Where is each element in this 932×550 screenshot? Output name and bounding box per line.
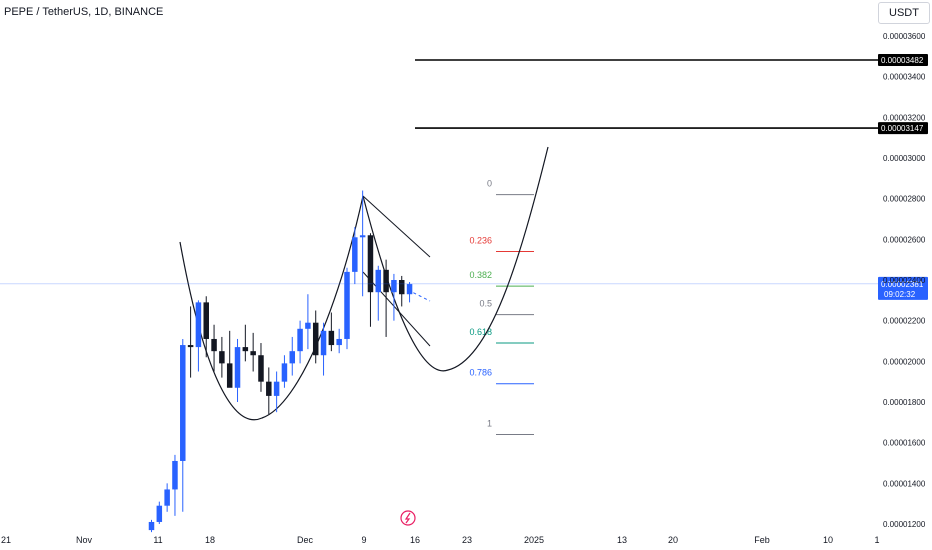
x-tick-label: 16	[410, 535, 420, 545]
x-tick-label: 2025	[524, 535, 544, 545]
y-axis: 0.00003600 0.00003400 0.00003200 0.00003000…	[883, 32, 926, 529]
candle-body	[383, 269, 389, 293]
fib-level-label: 0.382	[469, 270, 492, 280]
candle-body	[359, 235, 366, 238]
currency-button[interactable]: USDT	[878, 2, 930, 24]
y-tick-label: 0.00001800	[883, 398, 926, 407]
fib-level-label: 0.5	[479, 299, 492, 309]
forecast-dash	[407, 289, 431, 302]
candle-body	[148, 521, 155, 531]
candle-body	[289, 351, 296, 364]
x-tick-label: 18	[205, 535, 215, 545]
candle-body	[242, 347, 249, 352]
fib-level-label: 0.236	[469, 236, 492, 246]
countdown-label: 09:02:32	[884, 290, 916, 299]
candle-body	[187, 345, 194, 348]
candle-body	[266, 381, 272, 396]
candle-body	[273, 381, 280, 396]
candle-body	[211, 338, 217, 352]
candle-body	[312, 322, 319, 356]
pattern-drawings	[179, 146, 549, 421]
y-tick-label: 0.00002200	[883, 317, 926, 326]
price-tag-bg	[878, 53, 928, 66]
candle-body	[367, 235, 374, 293]
x-tick-label: Dec	[297, 535, 314, 545]
candle-body	[398, 280, 405, 295]
candle-body	[203, 302, 209, 339]
flag-line-bottom	[362, 271, 431, 347]
cup-curve-right	[362, 146, 549, 372]
y-tick-label: 0.00001200	[883, 520, 926, 529]
fib-level-label: 0.618	[469, 327, 492, 337]
x-tick-label: Nov	[76, 535, 93, 545]
candle-body	[344, 271, 350, 339]
candle-body	[375, 269, 382, 293]
horizontal-levels: 0.00003482 0.00003147	[415, 53, 928, 135]
fib-retracement: 0 0.236 0.382 0.5 0.618 0.786 1	[469, 179, 534, 436]
y-tick-label: 0.00003600	[883, 32, 926, 41]
candle-body	[391, 280, 397, 293]
x-tick-label: 11	[153, 535, 162, 545]
candle-body	[258, 355, 264, 382]
x-tick-label: 21	[1, 535, 11, 545]
y-tick-label: 0.00002000	[883, 357, 926, 366]
y-tick-label: 0.00001400	[883, 479, 926, 488]
y-tick-label: 0.00002400	[883, 276, 926, 285]
x-tick-label: 9	[361, 535, 366, 545]
fib-level-label: 1	[487, 419, 492, 429]
x-axis: 21 Nov 11 18 Dec 9 16 23 2025 13 20 Feb 10 1	[1, 535, 880, 545]
x-tick-label: 10	[823, 535, 833, 545]
y-tick-label: 0.00001600	[883, 439, 926, 448]
y-tick-label: 0.00002800	[883, 195, 926, 204]
y-tick-label: 0.00003000	[883, 154, 926, 163]
price-tag-bg	[878, 122, 928, 135]
x-tick-label: 20	[668, 535, 678, 545]
flag-line-top	[362, 195, 431, 258]
fib-level-label: 0.786	[469, 368, 492, 378]
candle-body	[336, 338, 342, 346]
candle-body	[164, 489, 170, 506]
x-tick-label: 13	[617, 535, 627, 545]
candle-body	[406, 284, 413, 295]
y-tick-label: 0.00003200	[883, 113, 926, 122]
candle-body	[305, 322, 311, 329]
x-tick-label: Feb	[754, 535, 770, 545]
candle-body	[281, 363, 288, 382]
x-tick-label: 23	[462, 535, 472, 545]
candle-body	[297, 328, 303, 352]
candle-body	[219, 351, 225, 364]
candle-body	[320, 330, 327, 356]
cup-curve-left	[179, 195, 364, 421]
y-tick-label: 0.00003400	[883, 73, 926, 82]
candle-body	[195, 302, 202, 348]
current-price-label: 0.00002381	[881, 280, 924, 289]
candle-body	[172, 460, 178, 490]
symbol-title[interactable]: PEPE / TetherUS, 1D, BINANCE	[4, 6, 164, 18]
candle-body	[352, 237, 358, 272]
tv-logo-icon[interactable]	[400, 510, 416, 526]
candle-body	[156, 505, 163, 522]
candles	[148, 190, 413, 533]
candle-body	[328, 330, 335, 346]
y-tick-label: 0.00002600	[883, 235, 926, 244]
price-tag-label: 0.00003482	[881, 56, 924, 65]
x-tick-label: 1	[874, 535, 879, 545]
candle-body	[180, 345, 186, 461]
current-price-tag-bg	[878, 276, 928, 300]
candle-body	[226, 363, 233, 388]
candle-body	[234, 347, 241, 388]
price-tag-label: 0.00003147	[881, 124, 924, 133]
candle-body	[250, 351, 256, 356]
fib-level-label: 0	[487, 179, 492, 189]
